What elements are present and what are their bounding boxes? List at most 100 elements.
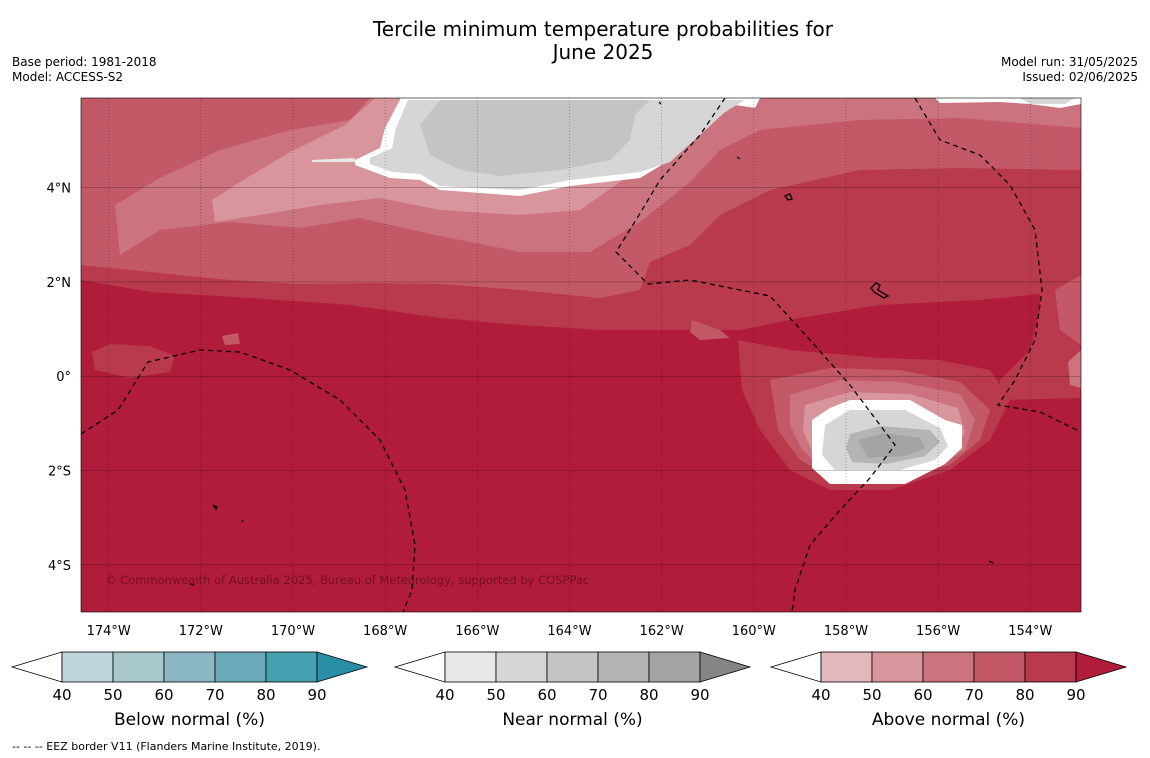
latitude-tick-label: 4°S bbox=[48, 559, 71, 574]
colorbar-tick-label: 80 bbox=[1015, 686, 1034, 704]
eez-border-line-islands-west bbox=[615, 98, 896, 612]
eez-footnote: -- -- -- EEZ border V11 (Flanders Marine… bbox=[12, 740, 321, 753]
colorbar-segment bbox=[973, 651, 1026, 683]
atoll-north-3 bbox=[736, 156, 741, 160]
longitude-ticks: 174°W 172°W 170°W 168°W 166°W 164°W 162°W 160°W… bbox=[87, 624, 1053, 639]
colorbar-title: Below normal (%) bbox=[114, 710, 265, 730]
colorbar-segment bbox=[214, 651, 267, 683]
longitude-tick-label: 158°W bbox=[824, 624, 868, 639]
colorbar-segment bbox=[61, 651, 114, 683]
colorbar-tick-label: 70 bbox=[205, 686, 224, 704]
colorbar-tick-label: 60 bbox=[154, 686, 173, 704]
colorbar-segment bbox=[648, 651, 701, 683]
colorbar-1: 40 50 60 70 80 90 Near normal (%) bbox=[393, 651, 752, 730]
colorbar-tick-label: 50 bbox=[486, 686, 505, 704]
colorbar-tick-label: 80 bbox=[256, 686, 275, 704]
latitude-tick-label: 4°N bbox=[47, 182, 72, 197]
colorbar-segment bbox=[265, 651, 318, 683]
colorbar-tick-label: 90 bbox=[690, 686, 709, 704]
eez-border-line-islands-east bbox=[914, 98, 1081, 433]
colorbar-segment bbox=[871, 651, 924, 683]
map-title-line2: June 2025 bbox=[552, 40, 654, 64]
longitude-tick-label: 154°W bbox=[1008, 624, 1052, 639]
colorbar-tick-label: 60 bbox=[913, 686, 932, 704]
field-above-60-nw bbox=[81, 98, 390, 158]
base-period: Base period: 1981-2018 bbox=[12, 55, 157, 69]
colorbar-tick-label: 50 bbox=[862, 686, 881, 704]
meta-right: Model run: 31/05/2025 Issued: 02/06/2025 bbox=[1001, 55, 1138, 85]
atoll-southwest bbox=[212, 504, 218, 511]
colorbar-2: 40 50 60 70 80 90 Above normal (%) bbox=[769, 651, 1128, 730]
model-name: Model: ACCESS-S2 bbox=[12, 70, 124, 84]
latitude-ticks: 4°N 2°N 0° 2°S 4°S bbox=[47, 182, 72, 574]
colorbar-left-extension bbox=[393, 651, 446, 683]
longitude-tick-label: 166°W bbox=[455, 624, 499, 639]
longitude-tick-label: 156°W bbox=[916, 624, 960, 639]
colorbar-legends: 40 50 60 70 80 90 Below normal (%) 40 50 60 70 80 90… bbox=[10, 651, 1128, 730]
map-title: Tercile minimum temperature probabilitie… bbox=[0, 18, 1150, 64]
field-above-70-e bbox=[1000, 240, 1081, 400]
colorbar-0: 40 50 60 70 80 90 Below normal (%) bbox=[10, 651, 369, 730]
eez-borders bbox=[81, 98, 1081, 612]
issued-date: Issued: 02/06/2025 bbox=[1022, 70, 1138, 84]
field-above-60-c bbox=[690, 320, 730, 340]
colorbar-tick-label: 40 bbox=[52, 686, 71, 704]
latitude-tick-label: 2°S bbox=[48, 465, 71, 480]
colorbar-segment bbox=[922, 651, 975, 683]
latitude-tick-label: 0° bbox=[56, 370, 71, 385]
atoll-north-2 bbox=[658, 101, 662, 105]
graticule bbox=[81, 98, 1081, 612]
atoll-southeast bbox=[988, 560, 994, 564]
meta-left: Base period: 1981-2018 Model: ACCESS-S2 bbox=[12, 55, 157, 85]
field-above-50-e bbox=[1068, 350, 1081, 388]
longitude-tick-label: 160°W bbox=[732, 624, 776, 639]
field-above-60-e bbox=[1055, 275, 1081, 345]
colorbar-tick-label: 90 bbox=[307, 686, 326, 704]
field-above-70-w bbox=[92, 344, 175, 378]
atoll-north bbox=[783, 193, 793, 201]
field-above-60-w bbox=[222, 333, 240, 345]
colorbar-tick-label: 70 bbox=[964, 686, 983, 704]
longitude-tick-label: 164°W bbox=[547, 624, 591, 639]
colorbar-left-extension bbox=[769, 651, 822, 683]
colorbar-segment bbox=[1024, 651, 1077, 683]
model-run: Model run: 31/05/2025 bbox=[1000, 55, 1138, 69]
latitude-tick-label: 2°N bbox=[47, 276, 72, 291]
colorbar-segment bbox=[112, 651, 165, 683]
map-figure: © Commonwealth of Australia 2025, Bureau… bbox=[10, 97, 1128, 730]
copyright-text: © Commonwealth of Australia 2025, Bureau… bbox=[105, 573, 589, 587]
colorbar-segment bbox=[820, 651, 873, 683]
colorbar-left-extension bbox=[10, 651, 63, 683]
colorbar-segment bbox=[597, 651, 650, 683]
field-near-streak bbox=[312, 158, 355, 162]
colorbar-segment bbox=[163, 651, 216, 683]
atoll-small bbox=[241, 519, 244, 523]
map-frame bbox=[80, 97, 1082, 613]
colorbar-right-extension bbox=[699, 651, 752, 683]
colorbar-segment bbox=[546, 651, 599, 683]
atoll-south bbox=[189, 583, 195, 586]
eez-border-kiribati-phoenix bbox=[81, 349, 416, 612]
field-near-ne bbox=[1020, 98, 1075, 104]
colorbar-segment bbox=[444, 651, 497, 683]
longitude-tick-label: 168°W bbox=[363, 624, 407, 639]
longitude-tick-label: 162°W bbox=[640, 624, 684, 639]
longitude-tick-label: 170°W bbox=[271, 624, 315, 639]
colorbar-tick-label: 60 bbox=[537, 686, 556, 704]
colorbar-title: Near normal (%) bbox=[502, 710, 642, 730]
colorbar-tick-label: 70 bbox=[588, 686, 607, 704]
colorbar-segment bbox=[495, 651, 548, 683]
kiritimati-island bbox=[870, 282, 890, 299]
field-near-80-se bbox=[858, 433, 925, 458]
colorbar-tick-label: 40 bbox=[811, 686, 830, 704]
colorbar-tick-label: 40 bbox=[435, 686, 454, 704]
longitude-tick-label: 174°W bbox=[87, 624, 131, 639]
colorbar-tick-label: 50 bbox=[103, 686, 122, 704]
colorbar-right-extension bbox=[316, 651, 369, 683]
map-title-line1: Tercile minimum temperature probabilitie… bbox=[372, 17, 834, 41]
colorbar-tick-label: 80 bbox=[639, 686, 658, 704]
colorbar-right-extension bbox=[1075, 651, 1128, 683]
probability-field bbox=[81, 98, 1081, 612]
longitude-tick-label: 172°W bbox=[179, 624, 223, 639]
colorbar-title: Above normal (%) bbox=[872, 710, 1025, 730]
